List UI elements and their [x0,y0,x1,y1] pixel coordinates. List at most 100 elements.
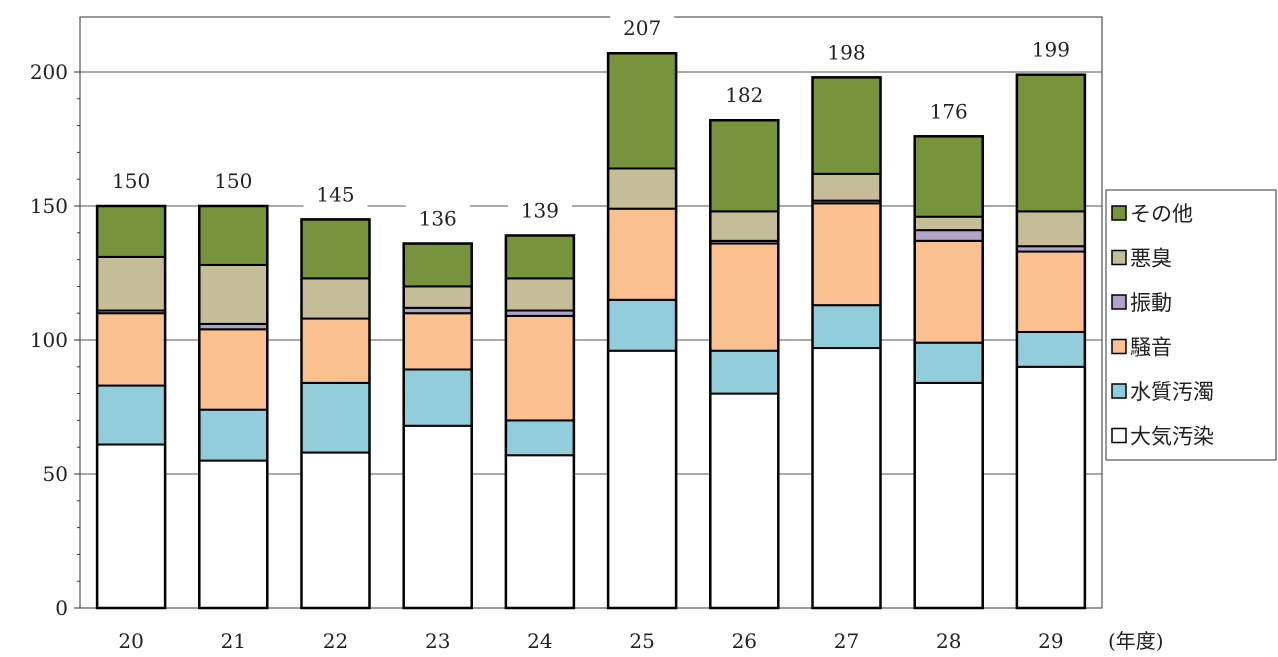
total-label-bg [405,204,470,233]
bar-segment [607,52,678,170]
bar-segment [913,229,984,242]
x-tick-label: 23 [425,629,450,653]
bar-segment [709,242,780,352]
total-label-bg [303,180,368,209]
bar-segment [300,317,371,384]
bar-segment [300,277,371,320]
total-label-bg [99,167,164,195]
total-label-bg [814,38,879,67]
bar-outline [1015,73,1087,610]
bar-segment [402,285,473,309]
y-tick-label: 0 [55,596,68,620]
bar-segment [96,384,167,446]
total-label-bg [916,97,981,126]
total-label-bg [1018,35,1083,64]
bar-outline [504,234,576,610]
bar-outline [402,242,473,610]
bar-segment [96,255,167,312]
bar-segment [607,207,678,301]
bar-outline [198,204,269,610]
y-tick-label: 150 [30,194,68,218]
bar-segment [607,349,678,609]
legend-swatch [1111,427,1127,444]
bar-segment [811,76,882,175]
total-label-bg [507,196,572,225]
x-tick-label: 22 [323,629,348,653]
axes: 0 50 100 150 200 [30,16,1103,620]
bar-segment [709,119,780,213]
bar-segment [504,454,575,609]
bar-segment [709,210,780,242]
y-tick-label: 200 [30,60,68,84]
bar-segment [402,424,473,610]
bar-segment [811,172,882,202]
x-tick-label: 25 [629,629,654,653]
bar-segment [913,239,984,344]
bar-segment [198,328,269,411]
x-tick-label: 26 [732,629,757,653]
bar-segment [811,304,882,350]
bar-segment [913,135,984,218]
legend-swatch [1111,249,1127,266]
bar-outline [300,218,371,610]
bar-segment [96,205,167,258]
bar-segment [607,167,678,210]
bar-segment [1015,330,1086,368]
bar-outline [709,118,780,610]
bar-segment [504,234,575,280]
total-label-bg [610,14,675,43]
bar-segment [504,314,575,422]
legend-swatch [1111,205,1127,221]
y-tick-label: 100 [30,328,68,352]
total-label: 150 [214,169,252,193]
bar-segment [1015,210,1086,248]
total-label: 150 [112,169,150,193]
bar-outline [606,51,678,610]
legend-label: 悪臭 [1130,247,1172,271]
bar-segment [402,368,473,427]
total-label-bg [201,167,266,195]
bar-segment [402,242,473,288]
bar-outline [811,76,882,610]
bar-segment [198,459,269,609]
total-label: 139 [521,198,559,222]
bar-outline [913,135,984,610]
legend-swatch [1111,294,1127,310]
x-tick-label: 27 [834,629,859,653]
legend-swatch [1111,338,1127,355]
total-label: 199 [1032,38,1070,62]
bar-segment [709,392,780,609]
x-tick-label: 28 [936,629,961,653]
legend-label: 騒音 [1130,336,1172,360]
bar-segment [504,419,575,457]
bar-segment [1015,250,1086,333]
total-label: 182 [725,83,763,107]
bar-segment [811,202,882,307]
bar-segment [913,381,984,609]
total-label: 136 [419,207,457,231]
total-label-bg [712,81,777,110]
total-label: 145 [316,182,354,206]
bar-segment [300,451,371,609]
bar-segment [96,312,167,387]
legend-label: 振動 [1130,291,1172,315]
total-label: 207 [623,16,661,40]
legend-swatch [1111,383,1127,399]
bar-segment [709,349,780,395]
legend-label: その他 [1130,202,1193,226]
bar-segment [402,312,473,371]
total-label: 176 [930,99,968,123]
y-tick-label: 50 [43,462,68,486]
bar-segment [504,277,575,312]
bar-segment [913,341,984,384]
total-label: 198 [827,40,865,64]
bar-segment [300,218,371,280]
bar-segment [198,205,269,266]
x-tick-label: 24 [527,629,552,653]
x-tick-label: 21 [221,629,246,653]
bar-segment [913,215,984,232]
x-tick-label: 29 [1038,629,1063,653]
